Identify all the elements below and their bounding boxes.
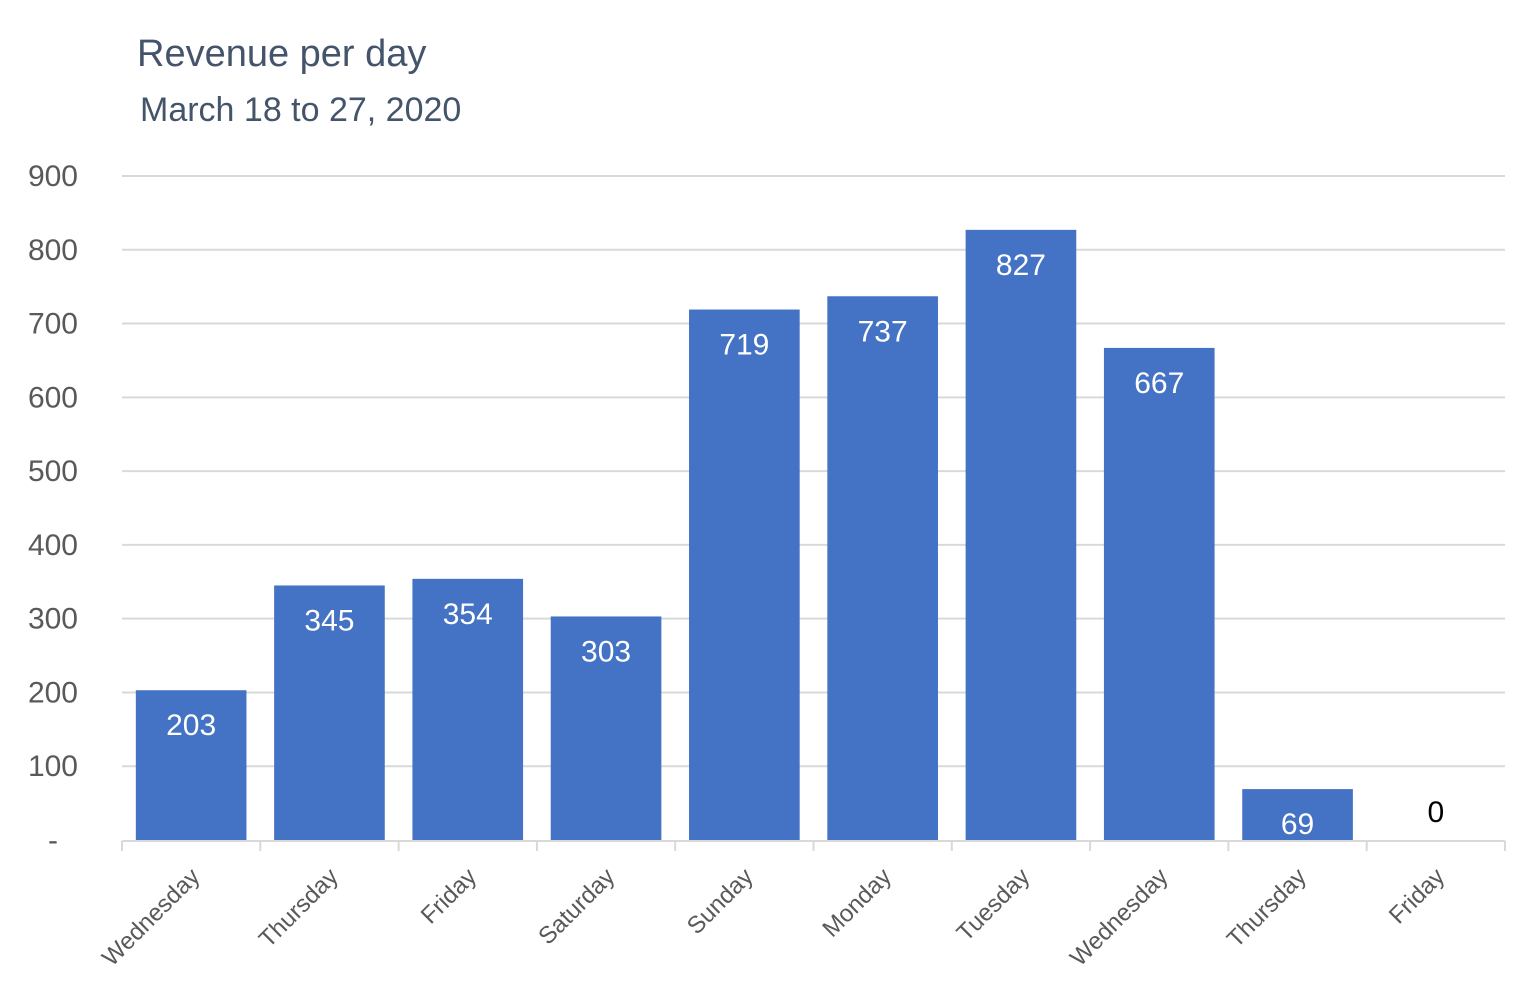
y-tick-label: 300 [28, 603, 78, 636]
bars [135, 229, 1353, 840]
y-tick-label: 600 [28, 381, 78, 414]
bar-wednesday-7 [1103, 347, 1215, 840]
x-category-label: Thursday [254, 863, 344, 953]
bar-thursday-8 [1242, 789, 1353, 840]
data-label: 303 [581, 635, 631, 668]
y-tick-label: 900 [28, 160, 78, 193]
data-label: 737 [858, 315, 908, 348]
bar-wednesday-0 [135, 690, 247, 840]
x-category-label: Wednesday [97, 863, 205, 971]
y-axis-tick-labels: - 100 200 300 400 500 600 700 800 900 [28, 160, 78, 857]
data-labels: 203 345 354 303 719 737 827 667 69 0 [166, 249, 1444, 841]
bar-saturday-3 [550, 616, 662, 840]
x-axis [121, 840, 1506, 851]
data-label: 345 [304, 604, 354, 637]
data-label: 354 [443, 598, 493, 631]
bar-thursday-1 [274, 585, 385, 840]
data-label: 827 [996, 249, 1046, 282]
x-category-label: Sunday [682, 863, 759, 940]
y-tick-label: 200 [28, 676, 78, 709]
bar-sunday-4 [689, 309, 800, 840]
x-category-label: Monday [817, 863, 896, 942]
y-tick-label: 800 [28, 234, 78, 267]
x-category-label: Saturday [533, 863, 620, 950]
chart-subtitle: March 18 to 27, 2020 [140, 91, 461, 129]
x-axis-category-labels: Wednesday Thursday Friday Saturday Sunday Mon… [97, 863, 1450, 971]
y-tick-label: 100 [28, 750, 78, 783]
x-category-label: Wednesday [1065, 863, 1173, 971]
data-label: 69 [1281, 808, 1314, 841]
x-category-label: Friday [1384, 863, 1450, 929]
data-label: 667 [1134, 367, 1184, 400]
bar-monday-5 [827, 296, 938, 840]
data-label: 719 [719, 329, 769, 362]
y-tick-label: - [48, 824, 58, 857]
y-tick-label: 400 [28, 529, 78, 562]
y-tick-label: 700 [28, 308, 78, 341]
x-category-label: Friday [416, 863, 482, 929]
x-category-label: Tuesday [952, 863, 1036, 947]
data-label: 203 [166, 709, 216, 742]
chart-title: Revenue per day [137, 33, 426, 75]
data-label: 0 [1428, 796, 1445, 829]
bar-friday-2 [412, 578, 524, 840]
x-category-label: Thursday [1222, 863, 1312, 953]
bar-tuesday-6 [965, 229, 1077, 840]
y-tick-label: 500 [28, 455, 78, 488]
